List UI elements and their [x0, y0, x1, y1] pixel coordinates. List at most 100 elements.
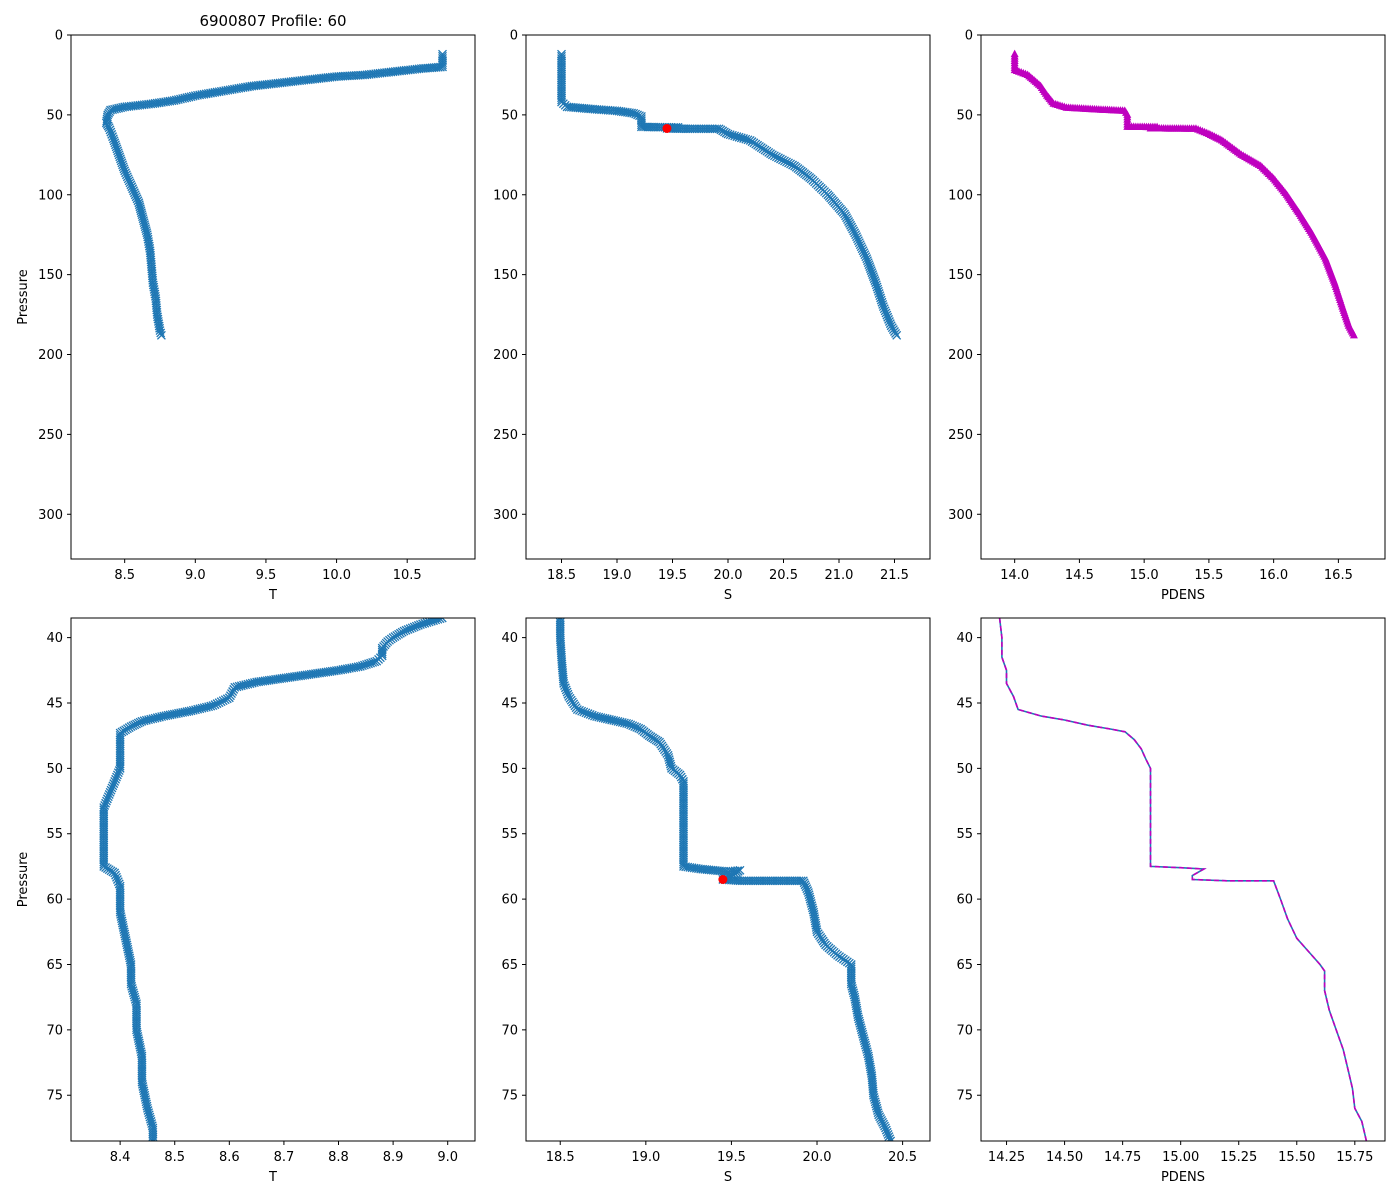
data-point-x — [679, 776, 688, 786]
data-point-x — [679, 783, 688, 793]
data-point-x — [557, 86, 566, 96]
data-point-x — [679, 842, 688, 852]
data-point-x — [846, 973, 856, 983]
data-point-x — [137, 1066, 147, 1076]
data-point-x — [885, 1134, 895, 1141]
series-markers — [101, 49, 447, 340]
data-point-x — [783, 876, 793, 886]
data-point-x — [115, 892, 125, 902]
data-point-x — [148, 1132, 158, 1141]
data-point-x — [774, 876, 784, 886]
data-point-x — [757, 876, 767, 886]
data-point-x — [679, 837, 688, 847]
data-point-x — [679, 816, 688, 826]
y-tick-label: 70 — [46, 1023, 63, 1038]
data-point-x — [787, 876, 797, 886]
data-point-x — [679, 846, 688, 856]
data-point-x — [132, 1016, 141, 1026]
x-tick-label: 19.0 — [603, 568, 632, 583]
data-point-x — [99, 829, 109, 839]
axes-frame — [525, 34, 931, 560]
data-point-x — [115, 750, 125, 760]
y-tick-label: 0 — [965, 29, 973, 44]
data-point-x — [126, 960, 136, 969]
data-point-x — [846, 960, 856, 969]
x-tick-label: 10.0 — [322, 568, 351, 583]
data-point-x — [764, 876, 773, 886]
data-point-x — [156, 328, 166, 338]
subplot-salinity-zoom: 18.5 19.0 19.5 20.0 20.5 40 45 50 55 60 65 70 75 S — [501, 617, 931, 1185]
data-point-x — [148, 1130, 158, 1139]
data-point-x — [557, 84, 566, 94]
subplot-pdens-full: 14.0 14.5 15.0 15.5 16.0 16.5 0 50 100 150 200 250 3… — [948, 29, 1386, 603]
data-point-x — [557, 62, 566, 72]
series-line — [1013, 54, 1355, 336]
y-tick-label: 200 — [38, 348, 63, 363]
data-point-x — [679, 800, 688, 810]
data-point-x — [115, 901, 125, 911]
x-tick-label: 8.7 — [274, 1150, 295, 1165]
x-axis-label: S — [724, 588, 732, 603]
y-tick-label: 0 — [510, 29, 518, 44]
data-point-x — [132, 1018, 141, 1028]
data-point-x — [750, 876, 760, 886]
data-point-x — [679, 833, 688, 843]
data-point-x — [229, 684, 239, 694]
data-point-x — [99, 851, 109, 860]
x-tick-label: 9.0 — [437, 1150, 458, 1165]
data-point-x — [137, 1053, 147, 1063]
data-point-x — [755, 876, 765, 886]
plot-data — [998, 618, 1368, 1141]
data-point-x — [148, 1123, 158, 1133]
y-tick-label: 55 — [956, 827, 973, 842]
data-point-x — [781, 876, 791, 886]
y-tick-label: 45 — [501, 696, 518, 711]
data-point-x — [557, 75, 566, 85]
data-point-x — [148, 1136, 158, 1141]
data-point-x — [132, 1007, 141, 1017]
data-point-x — [99, 848, 109, 858]
data-point-x — [137, 1058, 147, 1068]
data-point-x — [99, 807, 109, 817]
data-point-x — [132, 1005, 141, 1015]
data-point-x — [137, 1071, 147, 1081]
data-point-x — [761, 876, 771, 886]
data-point-x — [557, 51, 566, 61]
data-point-x — [555, 626, 565, 636]
subplot-temperature-full: 8.5 9.0 9.5 10.0 10.5 0 50 100 150 200 250 300 T Pres… — [16, 29, 476, 603]
subplot-salinity-full: 18.5 19.0 19.5 20.0 20.5 21.0 21.5 0 50 100 150 200… — [493, 29, 931, 603]
y-axis-label: Pressure — [16, 852, 31, 908]
data-point-x — [846, 970, 856, 980]
data-point-x — [679, 818, 688, 828]
data-point-x — [557, 58, 566, 68]
data-point-x — [126, 966, 136, 976]
data-point-x — [679, 829, 688, 839]
x-tick-label: 15.25 — [1220, 1150, 1257, 1165]
y-tick-label: 50 — [46, 762, 63, 777]
series-markers — [555, 618, 896, 1141]
highlight-point — [662, 123, 672, 133]
x-tick-label: 21.0 — [825, 568, 854, 583]
x-tick-label: 14.25 — [988, 1150, 1025, 1165]
y-tick-label: 150 — [493, 268, 518, 283]
data-point-x — [148, 1134, 158, 1141]
subplot-pdens-zoom: 14.25 14.50 14.75 15.00 15.25 15.50 15.75 40 45 5… — [956, 617, 1386, 1185]
data-point-x — [679, 840, 688, 850]
x-axis-label: T — [268, 588, 277, 603]
data-point-x — [555, 618, 565, 627]
data-point-x — [126, 968, 136, 978]
x-tick-label: 8.8 — [328, 1150, 349, 1165]
data-point-x — [742, 876, 752, 886]
y-tick-label: 60 — [501, 893, 518, 908]
y-tick-label: 65 — [501, 958, 518, 973]
x-axis-label: S — [724, 1170, 732, 1185]
x-tick-label: 14.75 — [1104, 1150, 1141, 1165]
data-point-x — [679, 822, 688, 832]
data-point-x — [679, 824, 688, 834]
x-tick-label: 16.0 — [1259, 568, 1288, 583]
data-point-x — [228, 687, 238, 696]
data-point-x — [679, 827, 688, 837]
data-point-x — [679, 787, 688, 797]
data-point-x — [132, 1001, 141, 1011]
x-tick-label: 8.6 — [219, 1150, 240, 1165]
